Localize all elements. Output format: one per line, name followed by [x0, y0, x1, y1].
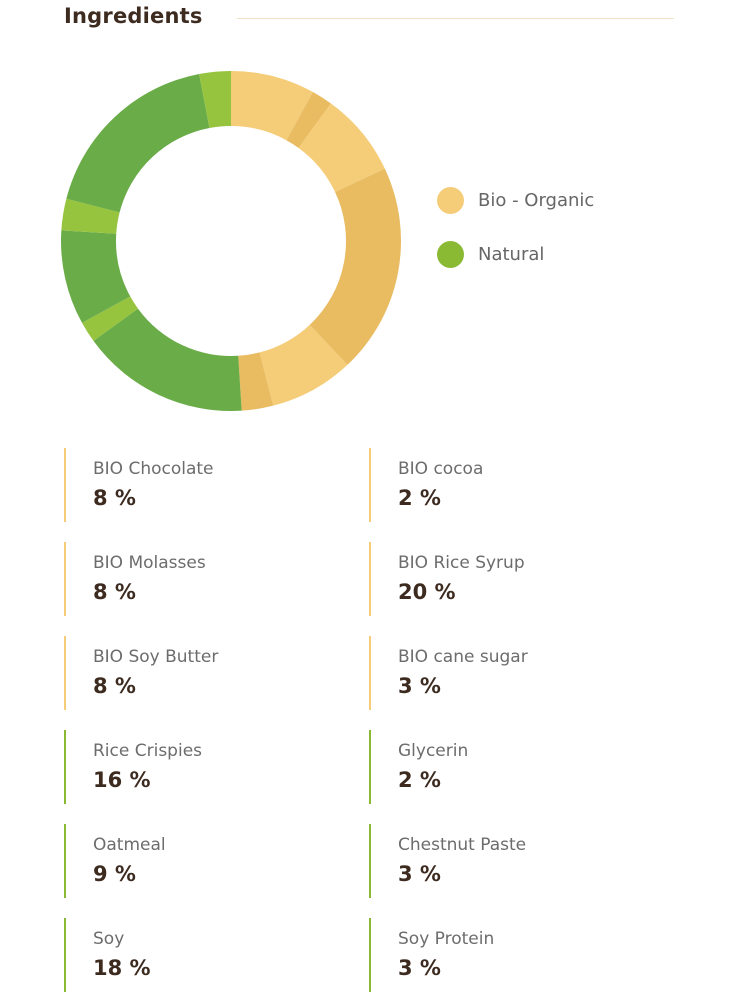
ingredient-percent: 18 %	[93, 956, 151, 980]
legend-label-natural: Natural	[478, 243, 545, 265]
ingredient-percent: 8 %	[93, 674, 136, 698]
donut-slice-bio-rice-syrup[interactable]	[309, 168, 401, 365]
donut-slice-bio-cane-sugar[interactable]	[238, 352, 274, 411]
legend-dot-organic	[437, 186, 464, 214]
donut-slice-oatmeal[interactable]	[61, 230, 131, 323]
ingredient-item: BIO Molasses 8 %	[64, 542, 369, 616]
donut-slice-soy-protein[interactable]	[199, 71, 231, 129]
ingredient-item: BIO Chocolate 8 %	[64, 448, 369, 522]
ingredient-percent: 20 %	[398, 580, 456, 604]
chart-legend: Bio - Organic Natural	[437, 186, 594, 294]
ingredient-name: Soy Protein	[398, 929, 495, 949]
ingredient-name: BIO cocoa	[398, 459, 484, 479]
legend-dot-natural	[437, 240, 464, 268]
ingredient-percent: 8 %	[93, 580, 136, 604]
ingredients-list: BIO Chocolate 8 % BIO cocoa 2 % BIO Mola…	[64, 448, 674, 992]
ingredient-item: BIO Soy Butter 8 %	[64, 636, 369, 710]
ingredient-name: Soy	[93, 929, 125, 949]
ingredient-item: Rice Crispies 16 %	[64, 730, 369, 804]
ingredient-name: BIO Molasses	[93, 553, 206, 573]
donut-slice-chestnut-paste[interactable]	[61, 198, 120, 234]
ingredient-name: Chestnut Paste	[398, 835, 527, 855]
ingredient-item: Soy Protein 3 %	[369, 918, 674, 992]
donut-slice-bio-molasses[interactable]	[298, 103, 385, 193]
ingredient-percent: 2 %	[398, 486, 441, 510]
ingredient-item: BIO Rice Syrup 20 %	[369, 542, 674, 616]
ingredient-name: Rice Crispies	[93, 741, 203, 761]
ingredient-name: BIO Chocolate	[93, 459, 214, 479]
ingredient-name: BIO Rice Syrup	[398, 553, 525, 573]
title-divider	[237, 18, 674, 19]
donut-slice-rice-crispies[interactable]	[93, 308, 242, 411]
ingredient-percent: 9 %	[93, 862, 136, 886]
donut-svg	[61, 71, 401, 411]
ingredient-item: Glycerin 2 %	[369, 730, 674, 804]
ingredient-item: Oatmeal 9 %	[64, 824, 369, 898]
legend-item-natural[interactable]: Natural	[437, 240, 594, 268]
ingredients-donut-chart	[60, 70, 402, 412]
ingredient-percent: 3 %	[398, 956, 441, 980]
ingredient-name: Oatmeal	[93, 835, 166, 855]
donut-slice-bio-cocoa[interactable]	[286, 92, 331, 148]
ingredient-percent: 2 %	[398, 768, 441, 792]
ingredient-name: BIO Soy Butter	[93, 647, 219, 667]
ingredient-item: Chestnut Paste 3 %	[369, 824, 674, 898]
donut-slice-bio-chocolate[interactable]	[231, 71, 313, 141]
ingredient-percent: 3 %	[398, 862, 441, 886]
ingredient-item: Soy 18 %	[64, 918, 369, 992]
ingredient-name: BIO cane sugar	[398, 647, 528, 667]
page-title: Ingredients	[64, 4, 203, 28]
donut-slice-glycerin[interactable]	[82, 296, 138, 341]
ingredient-percent: 3 %	[398, 674, 441, 698]
ingredient-percent: 16 %	[93, 768, 151, 792]
ingredient-name: Glycerin	[398, 741, 469, 761]
donut-slice-bio-soy-butter[interactable]	[259, 324, 348, 406]
legend-item-organic[interactable]: Bio - Organic	[437, 186, 594, 214]
donut-slice-soy[interactable]	[66, 74, 210, 213]
section-header: Ingredients	[64, 0, 674, 40]
ingredient-item: BIO cane sugar 3 %	[369, 636, 674, 710]
ingredient-item: BIO cocoa 2 %	[369, 448, 674, 522]
legend-label-organic: Bio - Organic	[478, 189, 595, 211]
ingredient-percent: 8 %	[93, 486, 136, 510]
